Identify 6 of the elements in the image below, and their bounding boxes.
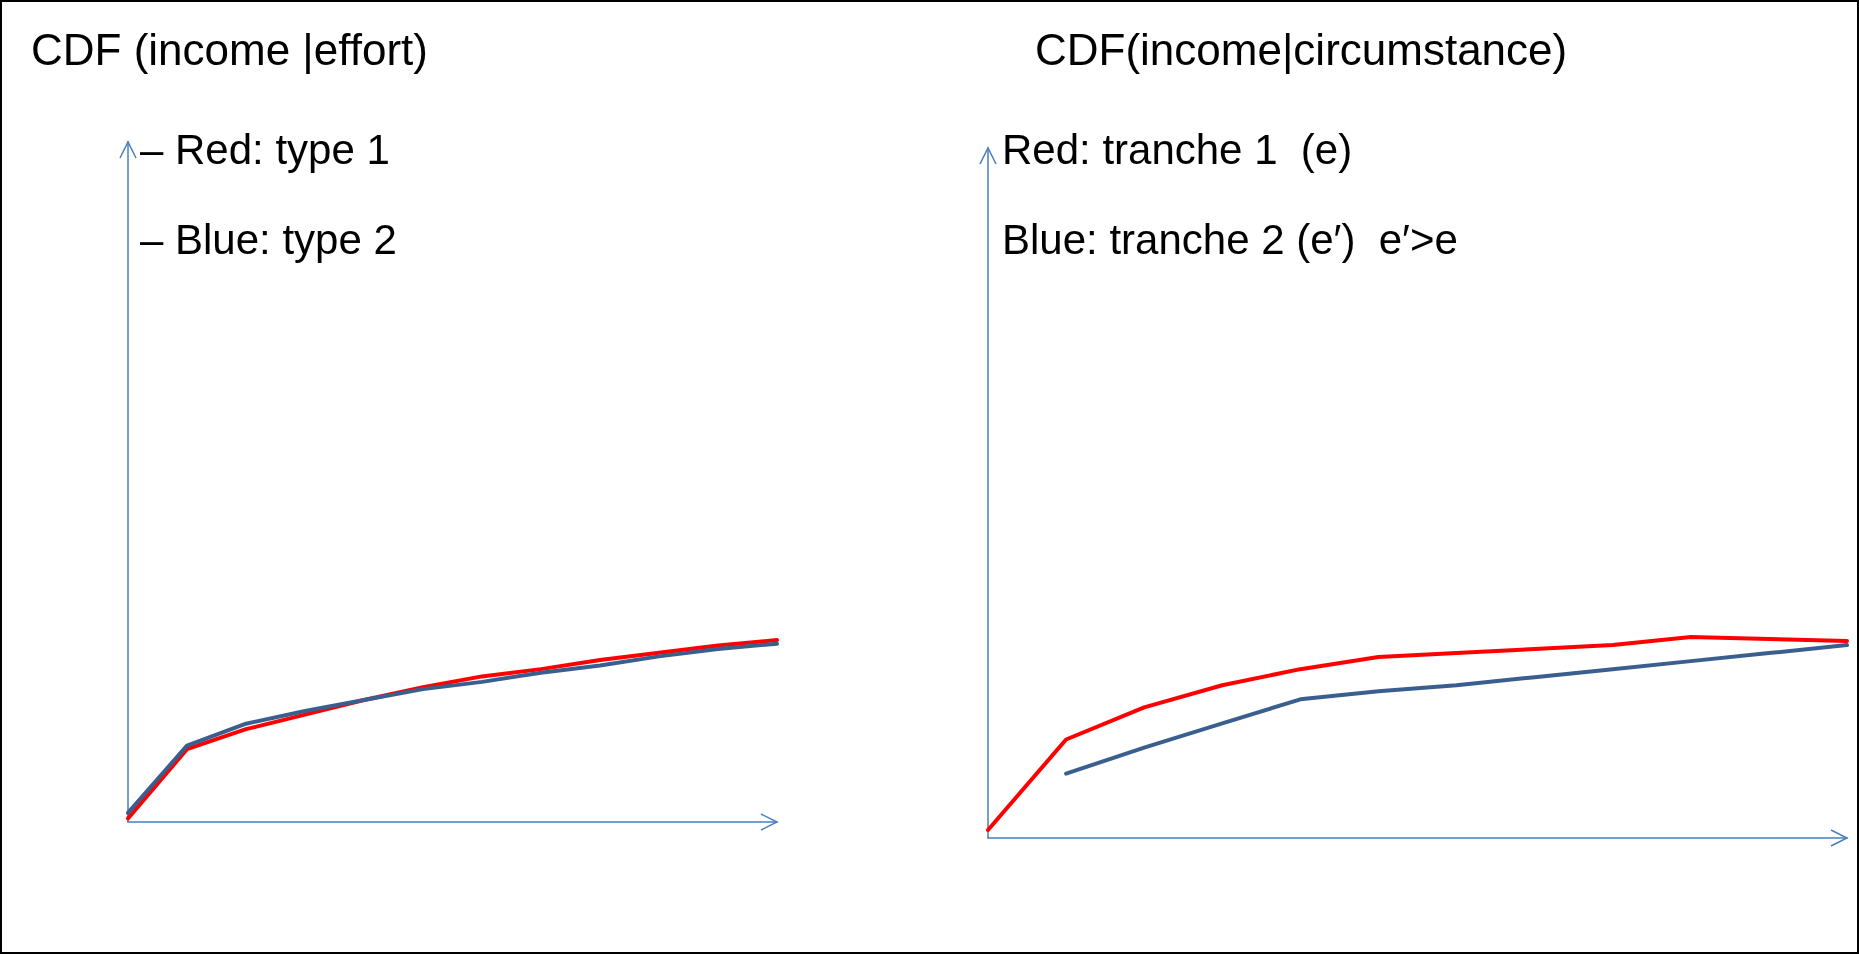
text: – Blue: type 2 [140, 215, 397, 263]
text: Blue: tranche 2 (e′) e′>e [1002, 215, 1458, 263]
text: – Red: type 1 [140, 125, 390, 173]
chart-title: CDF (income |effort) [31, 24, 428, 74]
chart-title: CDF(income|circumstance) [1035, 24, 1568, 74]
text: Red: tranche 1 (e) [1002, 125, 1353, 173]
